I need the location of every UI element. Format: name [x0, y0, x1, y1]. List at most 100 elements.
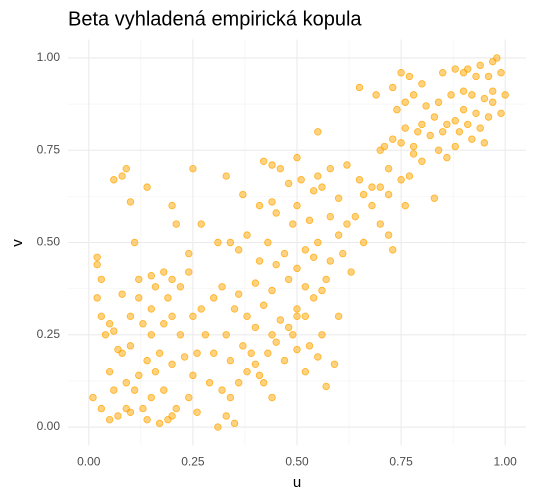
- grid: [68, 39, 526, 446]
- point: [147, 331, 155, 339]
- point: [160, 320, 168, 328]
- point: [405, 72, 414, 81]
- point: [351, 212, 359, 221]
- point: [384, 164, 393, 173]
- point: [314, 128, 322, 136]
- point: [501, 91, 509, 99]
- point: [251, 323, 260, 332]
- point: [293, 305, 301, 313]
- point: [272, 209, 280, 217]
- point: [122, 404, 130, 413]
- point: [135, 294, 143, 302]
- point: [280, 249, 289, 258]
- point: [468, 135, 476, 143]
- point: [484, 72, 493, 81]
- point: [293, 153, 301, 162]
- point: [239, 190, 247, 199]
- point: [268, 393, 276, 402]
- point: [393, 105, 401, 114]
- point: [110, 386, 118, 394]
- point: [118, 172, 126, 180]
- point: [472, 109, 480, 118]
- point: [409, 150, 418, 158]
- point: [147, 305, 155, 313]
- point: [314, 172, 322, 180]
- point: [430, 113, 439, 121]
- point: [355, 176, 364, 184]
- point: [97, 404, 106, 413]
- point: [122, 379, 130, 387]
- point: [222, 172, 230, 180]
- point: [459, 69, 468, 77]
- point: [293, 312, 301, 321]
- point: [160, 268, 168, 276]
- point: [210, 349, 218, 357]
- point: [201, 331, 210, 339]
- point: [110, 176, 118, 184]
- point: [314, 238, 322, 247]
- point: [122, 164, 130, 173]
- point: [422, 102, 430, 110]
- point: [118, 290, 126, 298]
- point: [272, 338, 280, 346]
- point: [293, 201, 301, 210]
- point: [193, 349, 201, 357]
- point: [418, 157, 426, 165]
- point: [384, 190, 393, 199]
- point: [322, 275, 330, 284]
- point: [259, 157, 268, 165]
- point: [401, 98, 409, 106]
- point: [314, 353, 322, 361]
- point: [218, 386, 226, 394]
- y-axis-label: v: [9, 239, 26, 247]
- point: [168, 412, 176, 420]
- point: [430, 194, 439, 202]
- point: [293, 264, 301, 273]
- point: [497, 109, 505, 118]
- point: [472, 72, 480, 81]
- point: [372, 91, 380, 99]
- point: [451, 142, 459, 151]
- point: [318, 286, 326, 295]
- point: [139, 320, 147, 328]
- point: [155, 349, 164, 357]
- point: [172, 220, 180, 228]
- point: [93, 253, 101, 261]
- point: [268, 161, 276, 169]
- point: [355, 83, 364, 92]
- point: [147, 272, 155, 280]
- point: [326, 257, 335, 265]
- point: [376, 146, 384, 154]
- point: [105, 320, 114, 328]
- point: [189, 371, 197, 380]
- point: [168, 360, 176, 368]
- point: [89, 393, 97, 402]
- point: [276, 164, 285, 173]
- y-tick-label: 0.50: [37, 235, 61, 249]
- point: [468, 91, 476, 99]
- point: [214, 238, 222, 247]
- points: [89, 54, 509, 431]
- point: [480, 94, 489, 103]
- point: [409, 91, 418, 99]
- point: [301, 246, 310, 254]
- x-tick-label: 0.00: [77, 455, 101, 469]
- point: [264, 238, 272, 247]
- point: [305, 216, 314, 225]
- point: [226, 393, 235, 402]
- point: [272, 260, 280, 269]
- point: [143, 356, 151, 365]
- point: [301, 367, 310, 376]
- point: [164, 294, 172, 302]
- point: [243, 367, 251, 376]
- point: [168, 275, 176, 284]
- point: [189, 312, 197, 321]
- point: [193, 408, 201, 416]
- point: [97, 312, 106, 321]
- point: [151, 367, 160, 376]
- x-tick-label: 0.50: [285, 455, 309, 469]
- point: [185, 249, 193, 258]
- point: [189, 164, 197, 173]
- point: [197, 305, 205, 313]
